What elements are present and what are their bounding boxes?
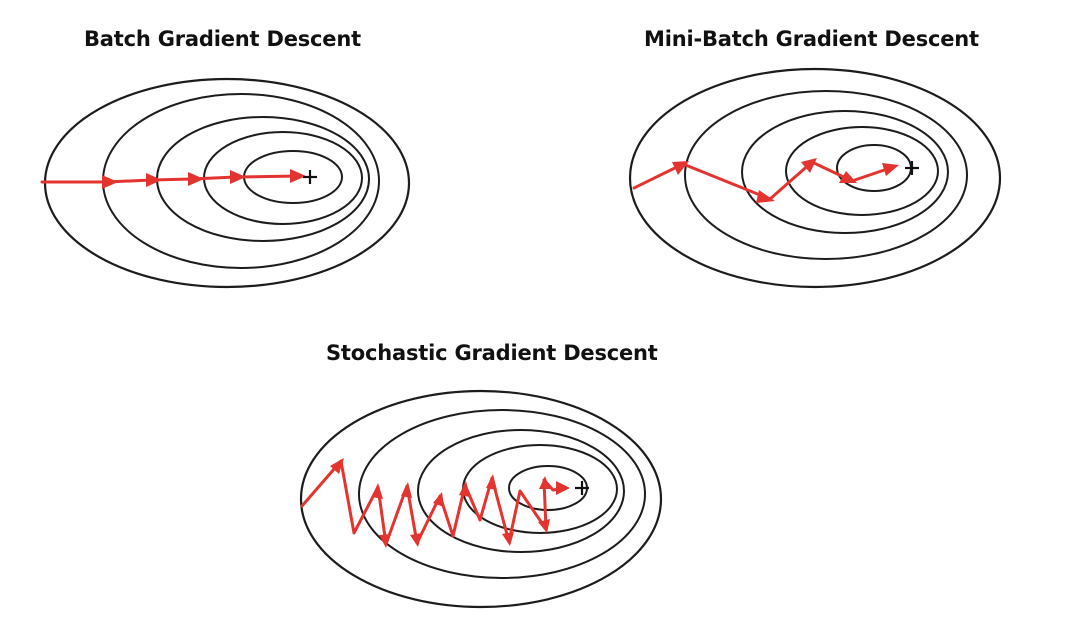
stochastic-panel [299, 389, 663, 609]
batch-arrowhead-3 [188, 172, 204, 186]
stochastic-contour-2 [358, 409, 646, 579]
batch-title: Batch Gradient Descent [84, 27, 361, 51]
stochastic-arrowhead-4 [401, 482, 412, 498]
minibatch-panel [628, 67, 1002, 289]
stochastic-arrowhead-5 [410, 533, 422, 547]
stochastic-arrowhead-7 [459, 481, 470, 497]
stochastic-contour-3 [417, 429, 625, 553]
stochastic-contour-1 [299, 389, 663, 609]
stochastic-arrowhead-9 [502, 532, 514, 546]
minibatch-contour-3 [741, 110, 949, 234]
minibatch-arrowhead-3 [801, 158, 817, 173]
stochastic-title: Stochastic Gradient Descent [326, 341, 658, 365]
batch-arrowhead-1 [102, 175, 118, 189]
minibatch-arrowhead-4 [839, 171, 857, 183]
minibatch-contour-2 [684, 90, 968, 260]
stochastic-contours [299, 389, 663, 609]
batch-arrowhead-4 [230, 170, 246, 184]
stochastic-arrowhead-11 [539, 476, 550, 489]
minibatch-minimum-plus-icon [905, 161, 919, 175]
stochastic-arrowhead-12 [556, 481, 570, 495]
stochastic-arrowhead-10 [538, 519, 550, 533]
batch-arrowhead-2 [146, 173, 162, 187]
stochastic-arrowhead-2 [372, 483, 383, 499]
stochastic-arrowhead-1 [330, 458, 344, 474]
batch-panel [40, 77, 411, 289]
minibatch-arrowhead-5 [882, 163, 899, 176]
stochastic-descent-path [300, 458, 570, 548]
stochastic-minimum-plus-icon [575, 481, 589, 495]
stochastic-arrowhead-8 [486, 474, 497, 490]
batch-descent-path [40, 169, 306, 189]
batch-path-line [40, 174, 302, 184]
stochastic-arrowhead-6 [433, 492, 444, 507]
batch-arrowhead-5 [290, 169, 306, 183]
minibatch-descent-path [632, 158, 899, 203]
minibatch-title: Mini-Batch Gradient Descent [644, 27, 979, 51]
batch-minimum-plus-icon [303, 170, 317, 184]
stochastic-arrowhead-3 [379, 534, 391, 548]
minibatch-contour-1 [628, 67, 1002, 289]
minibatch-contours [628, 67, 1002, 289]
minibatch-contour-5 [836, 144, 912, 192]
minibatch-contour-4 [785, 126, 939, 216]
minibatch-arrowhead-1 [672, 161, 689, 175]
minibatch-arrowhead-2 [756, 190, 775, 203]
